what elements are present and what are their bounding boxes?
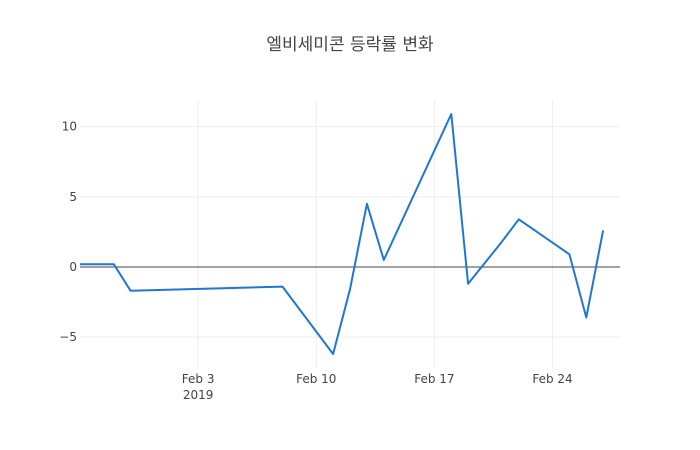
y-tick-label: −5	[59, 330, 77, 344]
y-tick-label: 5	[69, 190, 77, 204]
chart-title: 엘비세미콘 등락률 변화	[266, 35, 434, 55]
series-line	[80, 113, 605, 355]
axes: Feb 3 2019 Feb 10 Feb 17 Feb 24 10 5 0 −5	[59, 120, 572, 402]
y-tick-label: 0	[69, 260, 77, 274]
grid	[80, 100, 620, 368]
x-tick-label: Feb 17	[414, 372, 454, 386]
x-tick-label: Feb 3	[182, 372, 215, 386]
series-layer	[80, 113, 605, 355]
x-tick-sublabel: 2019	[183, 388, 214, 402]
y-tick-label: 10	[62, 120, 77, 134]
x-tick-label: Feb 10	[296, 372, 336, 386]
x-tick-label: Feb 24	[532, 372, 572, 386]
